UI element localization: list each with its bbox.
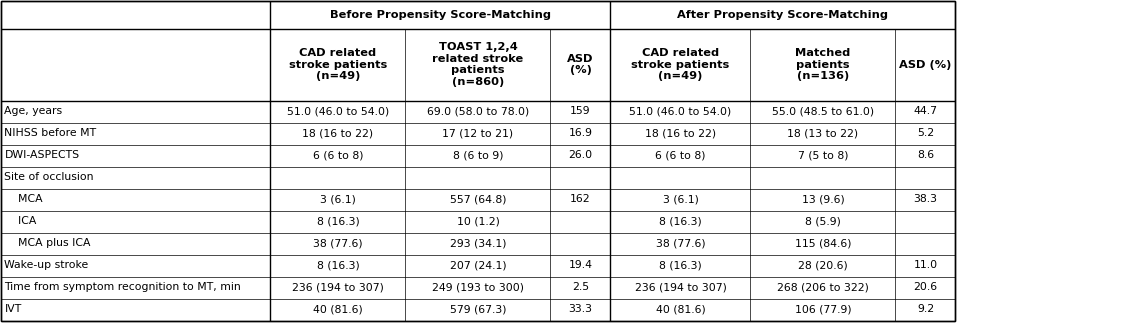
Text: Site of occlusion: Site of occlusion — [5, 172, 94, 182]
Text: Age, years: Age, years — [5, 107, 63, 117]
Text: 5.2: 5.2 — [917, 129, 934, 139]
Text: 3 (6.1): 3 (6.1) — [320, 194, 356, 204]
Text: Matched
patients
(n=136): Matched patients (n=136) — [795, 48, 850, 81]
Text: 6 (6 to 8): 6 (6 to 8) — [313, 151, 363, 161]
Text: 249 (193 to 300): 249 (193 to 300) — [432, 283, 523, 293]
Text: ICA: ICA — [5, 216, 36, 226]
Text: 3 (6.1): 3 (6.1) — [662, 194, 699, 204]
Text: CAD related
stroke patients
(n=49): CAD related stroke patients (n=49) — [289, 48, 387, 81]
Text: 33.3: 33.3 — [569, 305, 593, 315]
Text: MCA plus ICA: MCA plus ICA — [5, 238, 91, 248]
Text: Before Propensity Score-Matching: Before Propensity Score-Matching — [330, 9, 551, 19]
Text: 40 (81.6): 40 (81.6) — [655, 305, 706, 315]
Text: 18 (16 to 22): 18 (16 to 22) — [645, 129, 716, 139]
Text: 28 (20.6): 28 (20.6) — [798, 261, 848, 270]
Text: 20.6: 20.6 — [914, 283, 938, 293]
Text: MCA: MCA — [5, 194, 43, 204]
Text: 236 (194 to 307): 236 (194 to 307) — [635, 283, 726, 293]
Text: 16.9: 16.9 — [569, 129, 593, 139]
Text: 115 (84.6): 115 (84.6) — [794, 238, 851, 248]
Text: Time from symptom recognition to MT, min: Time from symptom recognition to MT, min — [5, 283, 241, 293]
Text: 51.0 (46.0 to 54.0): 51.0 (46.0 to 54.0) — [629, 107, 732, 117]
Text: 9.2: 9.2 — [917, 305, 934, 315]
Text: 38 (77.6): 38 (77.6) — [313, 238, 363, 248]
Text: ASD
(%): ASD (%) — [567, 54, 594, 75]
Text: 69.0 (58.0 to 78.0): 69.0 (58.0 to 78.0) — [427, 107, 529, 117]
Text: 44.7: 44.7 — [914, 107, 938, 117]
Text: IVT: IVT — [5, 305, 22, 315]
Text: 579 (67.3): 579 (67.3) — [450, 305, 506, 315]
Text: 10 (1.2): 10 (1.2) — [456, 216, 500, 226]
Text: 13 (9.6): 13 (9.6) — [801, 194, 844, 204]
Bar — [0, 1, 956, 320]
Text: 162: 162 — [570, 194, 591, 204]
Text: 8 (16.3): 8 (16.3) — [659, 261, 702, 270]
Text: 8 (6 to 9): 8 (6 to 9) — [453, 151, 503, 161]
Text: 557 (64.8): 557 (64.8) — [450, 194, 506, 204]
Text: 17 (12 to 21): 17 (12 to 21) — [443, 129, 513, 139]
Text: 38.3: 38.3 — [914, 194, 938, 204]
Text: 38 (77.6): 38 (77.6) — [655, 238, 706, 248]
Text: 8 (16.3): 8 (16.3) — [659, 216, 702, 226]
Text: NIHSS before MT: NIHSS before MT — [5, 129, 97, 139]
Text: 26.0: 26.0 — [569, 151, 593, 161]
Text: Wake-up stroke: Wake-up stroke — [5, 261, 89, 270]
Text: 8 (16.3): 8 (16.3) — [316, 216, 360, 226]
Text: 6 (6 to 8): 6 (6 to 8) — [655, 151, 706, 161]
Text: TOAST 1,2,4
related stroke
patients
(n=860): TOAST 1,2,4 related stroke patients (n=8… — [432, 42, 523, 87]
Text: ASD (%): ASD (%) — [899, 59, 951, 69]
Text: 51.0 (46.0 to 54.0): 51.0 (46.0 to 54.0) — [287, 107, 389, 117]
Text: 8 (16.3): 8 (16.3) — [316, 261, 360, 270]
Text: 18 (13 to 22): 18 (13 to 22) — [787, 129, 858, 139]
Text: DWI-ASPECTS: DWI-ASPECTS — [5, 151, 80, 161]
Text: 293 (34.1): 293 (34.1) — [450, 238, 506, 248]
Text: 2.5: 2.5 — [572, 283, 589, 293]
Text: 55.0 (48.5 to 61.0): 55.0 (48.5 to 61.0) — [772, 107, 874, 117]
Text: 106 (77.9): 106 (77.9) — [794, 305, 851, 315]
Text: 207 (24.1): 207 (24.1) — [450, 261, 506, 270]
Text: 268 (206 to 322): 268 (206 to 322) — [777, 283, 869, 293]
Text: 11.0: 11.0 — [914, 261, 938, 270]
Text: 8 (5.9): 8 (5.9) — [805, 216, 841, 226]
Text: 40 (81.6): 40 (81.6) — [313, 305, 363, 315]
Text: 159: 159 — [570, 107, 591, 117]
Text: CAD related
stroke patients
(n=49): CAD related stroke patients (n=49) — [632, 48, 729, 81]
Text: After Propensity Score-Matching: After Propensity Score-Matching — [677, 9, 889, 19]
Text: 18 (16 to 22): 18 (16 to 22) — [303, 129, 373, 139]
Text: 19.4: 19.4 — [569, 261, 593, 270]
Text: 236 (194 to 307): 236 (194 to 307) — [292, 283, 384, 293]
Text: 8.6: 8.6 — [917, 151, 934, 161]
Text: 7 (5 to 8): 7 (5 to 8) — [798, 151, 848, 161]
